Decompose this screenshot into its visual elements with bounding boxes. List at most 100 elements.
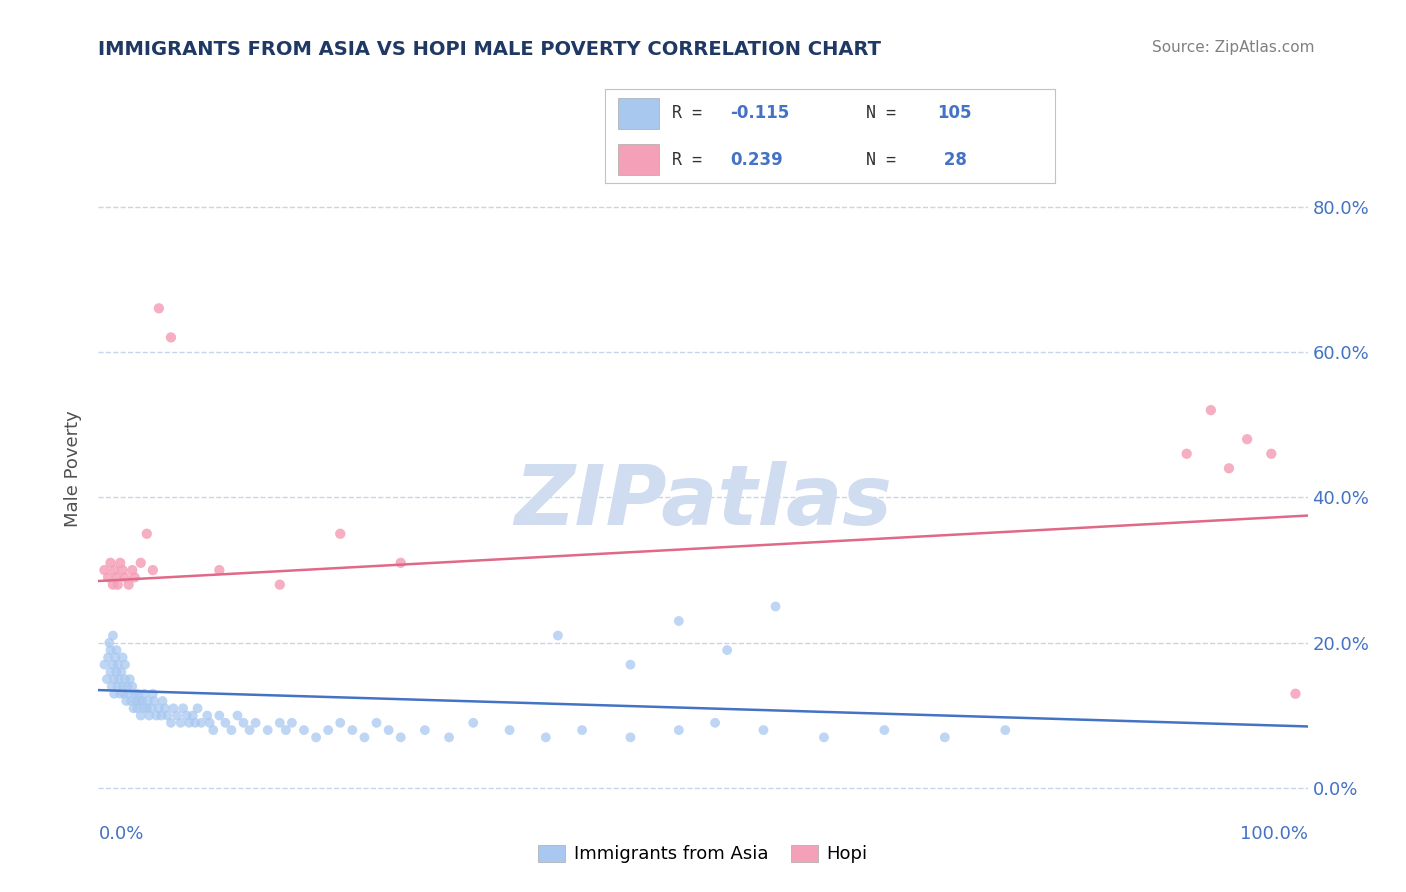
- Point: [107, 680, 129, 694]
- Point: [704, 715, 727, 730]
- Point: [316, 723, 339, 737]
- Text: R =: R =: [672, 151, 711, 169]
- Point: [198, 715, 221, 730]
- Point: [1260, 447, 1282, 461]
- Point: [110, 665, 132, 679]
- Point: [195, 708, 218, 723]
- Point: [269, 577, 291, 591]
- Point: [353, 731, 375, 745]
- Point: [100, 680, 122, 694]
- Point: [111, 650, 134, 665]
- Point: [274, 723, 297, 737]
- Point: [148, 701, 170, 715]
- Point: [104, 650, 127, 665]
- Point: [114, 657, 136, 672]
- Point: [101, 577, 124, 591]
- Point: [112, 687, 135, 701]
- Point: [135, 701, 157, 715]
- Text: R =: R =: [672, 104, 711, 122]
- Text: 105: 105: [938, 104, 972, 122]
- Point: [437, 731, 460, 745]
- Point: [115, 694, 138, 708]
- Point: [108, 687, 131, 701]
- Point: [114, 672, 136, 686]
- Point: [239, 723, 262, 737]
- Point: [571, 723, 593, 737]
- Point: [142, 687, 165, 701]
- Point: [114, 570, 136, 584]
- Point: [269, 715, 291, 730]
- Text: N =: N =: [866, 104, 905, 122]
- Point: [93, 563, 115, 577]
- Point: [100, 665, 122, 679]
- Point: [1284, 687, 1306, 701]
- Point: [107, 657, 129, 672]
- Point: [994, 723, 1017, 737]
- Point: [98, 636, 121, 650]
- Point: [156, 708, 179, 723]
- Point: [97, 570, 120, 584]
- Point: [172, 701, 194, 715]
- Point: [148, 301, 170, 316]
- Point: [118, 672, 141, 686]
- Point: [153, 701, 176, 715]
- Point: [221, 723, 243, 737]
- Point: [103, 672, 125, 686]
- Point: [103, 563, 125, 577]
- Point: [256, 723, 278, 737]
- Point: [1236, 432, 1258, 446]
- Point: [1199, 403, 1222, 417]
- FancyBboxPatch shape: [619, 97, 658, 128]
- Point: [93, 657, 115, 672]
- Point: [100, 556, 122, 570]
- Point: [329, 715, 352, 730]
- Point: [184, 715, 207, 730]
- Point: [166, 708, 188, 723]
- Text: N =: N =: [866, 151, 905, 169]
- Point: [129, 556, 152, 570]
- Point: [463, 715, 485, 730]
- Point: [111, 563, 134, 577]
- Point: [127, 701, 149, 715]
- Text: IMMIGRANTS FROM ASIA VS HOPI MALE POVERTY CORRELATION CHART: IMMIGRANTS FROM ASIA VS HOPI MALE POVERT…: [98, 40, 882, 59]
- Point: [138, 708, 160, 723]
- Point: [111, 680, 134, 694]
- Point: [135, 526, 157, 541]
- Point: [619, 657, 641, 672]
- Point: [208, 708, 231, 723]
- Point: [136, 694, 159, 708]
- Point: [124, 570, 146, 584]
- Point: [716, 643, 738, 657]
- Point: [143, 694, 166, 708]
- Point: [413, 723, 436, 737]
- Point: [103, 687, 125, 701]
- Point: [100, 643, 122, 657]
- Point: [162, 701, 184, 715]
- Point: [129, 708, 152, 723]
- Point: [108, 556, 131, 570]
- Point: [117, 680, 139, 694]
- Point: [873, 723, 896, 737]
- Point: [131, 694, 153, 708]
- Point: [105, 643, 128, 657]
- Text: 100.0%: 100.0%: [1240, 825, 1308, 843]
- Point: [160, 330, 183, 344]
- Point: [142, 563, 165, 577]
- Point: [214, 715, 236, 730]
- Point: [547, 628, 569, 642]
- Point: [202, 723, 225, 737]
- Point: [125, 694, 148, 708]
- Point: [152, 694, 174, 708]
- Point: [281, 715, 304, 730]
- Legend: Immigrants from Asia, Hopi: Immigrants from Asia, Hopi: [531, 838, 875, 871]
- Point: [1175, 447, 1198, 461]
- Point: [534, 731, 557, 745]
- Point: [377, 723, 399, 737]
- Point: [813, 731, 835, 745]
- Text: 0.239: 0.239: [731, 151, 783, 169]
- Point: [105, 570, 128, 584]
- Point: [134, 687, 156, 701]
- Point: [389, 731, 412, 745]
- Point: [118, 577, 141, 591]
- Text: ZIPatlas: ZIPatlas: [515, 461, 891, 542]
